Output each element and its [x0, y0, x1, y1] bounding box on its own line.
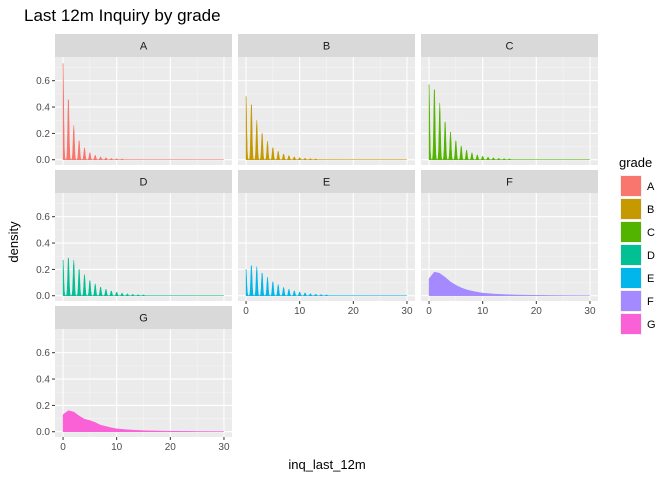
legend-swatch — [621, 268, 641, 288]
y-tick-label: 0.0 — [36, 427, 50, 438]
chart-title: Last 12m Inquiry by grade — [24, 6, 221, 25]
x-tick-label: 30 — [584, 306, 596, 317]
legend-swatch — [621, 245, 641, 265]
legend-item-g: G — [620, 313, 656, 335]
y-tick-label: 0.6 — [36, 212, 50, 223]
density-area-a — [62, 63, 225, 160]
legend-label: A — [647, 181, 655, 193]
legend-label: E — [647, 273, 654, 285]
facet-panel-b: B — [238, 34, 415, 165]
facet-panels: A 0.0 0.2 0.4 0.6 B C D 0.0 0.2 0.4 0.6 E 0 10 20 30 F 0 10… — [36, 34, 598, 453]
facet-panel-f: F 0 10 20 30 — [421, 170, 598, 317]
density-area-c — [428, 84, 591, 160]
y-tick-label: 0.4 — [36, 103, 50, 114]
y-tick-label: 0.0 — [36, 155, 50, 166]
legend-swatch — [621, 222, 641, 242]
x-tick-label: 20 — [531, 306, 543, 317]
y-axis-title: density — [6, 221, 21, 263]
legend-item-f: F — [620, 290, 654, 312]
facet-strip-label: D — [140, 177, 148, 189]
y-tick-label: 0.4 — [36, 375, 50, 386]
y-tick-label: 0.0 — [36, 291, 50, 302]
x-tick-label: 10 — [477, 306, 489, 317]
legend-label: C — [647, 227, 655, 239]
facet-strip-label: E — [323, 177, 330, 189]
density-area-g — [62, 410, 225, 432]
facet-strip — [55, 170, 232, 193]
x-axis-title: inq_last_12m — [288, 457, 365, 472]
y-tick-label: 0.6 — [36, 76, 50, 87]
facet-strip — [238, 170, 415, 193]
legend-title: grade — [619, 155, 652, 170]
legend-item-d: D — [620, 244, 655, 266]
facet-panel-c: C — [421, 34, 598, 165]
density-area-e — [245, 265, 408, 296]
facet-strip — [421, 170, 598, 193]
y-tick-label: 0.6 — [36, 348, 50, 359]
legend-label: G — [647, 319, 656, 331]
facet-panel-g: G 0.0 0.2 0.4 0.6 0 10 20 30 — [36, 306, 232, 453]
facet-panel-a: A 0.0 0.2 0.4 0.6 — [36, 34, 232, 166]
legend-item-b: B — [620, 198, 654, 220]
legend-label: D — [647, 250, 655, 262]
x-tick-label: 30 — [401, 306, 413, 317]
facet-strip-label: B — [323, 41, 330, 53]
facet-strip — [55, 306, 232, 329]
y-tick-label: 0.2 — [36, 129, 50, 140]
facet-strip — [421, 34, 598, 57]
facet-strip-label: F — [506, 177, 513, 189]
x-tick-label: 20 — [165, 442, 177, 453]
legend-swatch — [621, 199, 641, 219]
legend-item-e: E — [620, 267, 654, 289]
facet-strip-label: C — [506, 41, 514, 53]
x-tick-label: 0 — [426, 306, 432, 317]
y-tick-label: 0.2 — [36, 265, 50, 276]
facet-strip — [238, 34, 415, 57]
density-area-f — [428, 271, 590, 296]
y-tick-label: 0.2 — [36, 401, 50, 412]
x-tick-label: 10 — [111, 442, 123, 453]
legend-label: F — [647, 296, 654, 308]
legend-item-c: C — [620, 221, 655, 243]
legend-item-a: A — [620, 175, 655, 197]
facet-panel-d: D 0.0 0.2 0.4 0.6 — [36, 170, 232, 302]
facet-strip-label: G — [139, 313, 148, 325]
x-tick-label: 0 — [60, 442, 66, 453]
legend-swatch — [621, 291, 641, 311]
facet-panel-e: E 0 10 20 30 — [238, 170, 415, 317]
facet-strip — [55, 34, 232, 57]
y-tick-label: 0.4 — [36, 239, 50, 250]
density-area-d — [62, 257, 225, 296]
legend-label: B — [647, 204, 654, 216]
x-tick-label: 0 — [243, 306, 249, 317]
x-tick-label: 10 — [294, 306, 306, 317]
x-tick-label: 30 — [218, 442, 230, 453]
legend-swatch — [621, 176, 641, 196]
x-tick-label: 20 — [348, 306, 360, 317]
density-area-b — [245, 96, 408, 160]
legend-swatch — [621, 314, 641, 334]
facet-strip-label: A — [140, 41, 148, 53]
